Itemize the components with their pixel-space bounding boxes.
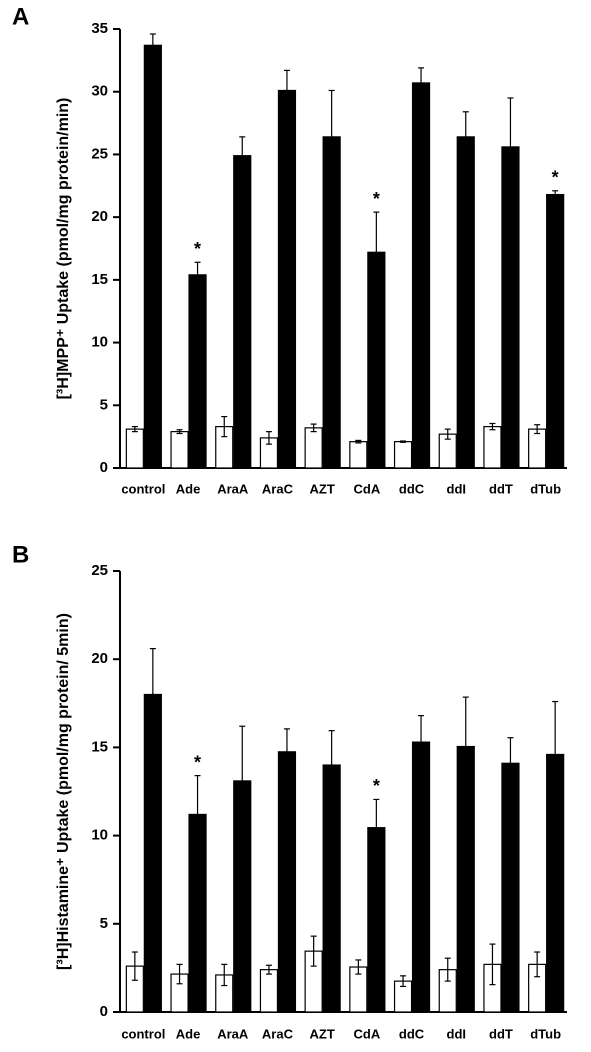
- x-tick-label: AraC: [262, 1026, 294, 1041]
- significance-marker: *: [552, 168, 559, 188]
- x-tick-label: CdA: [353, 1026, 380, 1041]
- bar: [393, 441, 413, 469]
- x-tick-label: control: [121, 481, 165, 496]
- x-tick-label: AZT: [310, 481, 335, 496]
- significance-marker: *: [373, 189, 380, 209]
- bar: [501, 762, 520, 1013]
- bar: [411, 741, 431, 1013]
- bar: [411, 82, 431, 469]
- bar: [501, 146, 520, 469]
- x-tick-label: ddT: [489, 1026, 513, 1041]
- bar: [143, 44, 162, 469]
- x-tick-label: Ade: [176, 481, 201, 496]
- y-tick-label: 0: [100, 459, 108, 476]
- bar: [528, 428, 547, 469]
- y-tick-label: 20: [91, 208, 108, 225]
- bar: [259, 969, 279, 1013]
- y-tick-label: 15: [91, 738, 108, 755]
- y-tick-label: 20: [91, 650, 108, 667]
- y-tick-label: 15: [91, 271, 108, 288]
- x-tick-label: CdA: [353, 481, 380, 496]
- bar: [349, 441, 368, 469]
- significance-marker: *: [373, 776, 380, 796]
- y-tick-label: 35: [91, 20, 108, 37]
- x-tick-label: dTub: [530, 481, 561, 496]
- bar: [322, 764, 341, 1013]
- y-axis-label: [³H]Histamine⁺ Uptake (pmol/mg protein/ …: [55, 613, 72, 970]
- bar: [367, 827, 386, 1013]
- bar: [456, 745, 475, 1013]
- x-tick-label: AraC: [262, 481, 294, 496]
- bar: [277, 751, 297, 1013]
- y-axis-label: [³H]MPP⁺ Uptake (pmol/mg protein/min): [55, 98, 72, 400]
- bar: [304, 427, 323, 469]
- bar: [367, 251, 386, 469]
- y-tick-label: 10: [91, 827, 108, 844]
- x-tick-label: control: [121, 1026, 165, 1041]
- y-tick-label: 5: [100, 396, 108, 413]
- x-tick-label: ddT: [489, 481, 513, 496]
- significance-marker: *: [194, 752, 201, 772]
- x-tick-label: AraA: [217, 1026, 249, 1041]
- x-tick-label: Ade: [176, 1026, 201, 1041]
- bar: [143, 693, 162, 1013]
- bar: [456, 136, 475, 469]
- bar: [546, 193, 565, 469]
- x-tick-label: dTub: [530, 1026, 561, 1041]
- x-tick-label: ddC: [399, 481, 425, 496]
- bar: [322, 136, 341, 469]
- y-tick-label: 25: [91, 562, 108, 579]
- bar: [233, 780, 252, 1013]
- panel-label: B: [12, 541, 29, 568]
- bar: [188, 274, 207, 469]
- bar: [233, 155, 252, 469]
- bar: [483, 426, 502, 469]
- x-tick-label: AZT: [310, 1026, 335, 1041]
- bar: [188, 813, 207, 1013]
- x-tick-label: ddI: [447, 481, 467, 496]
- x-tick-label: AraA: [217, 481, 249, 496]
- x-tick-label: ddC: [399, 1026, 425, 1041]
- y-tick-label: 0: [100, 1003, 108, 1020]
- y-tick-label: 30: [91, 83, 108, 100]
- bar: [277, 89, 297, 469]
- bar: [546, 753, 565, 1013]
- bar: [125, 428, 144, 469]
- panel-label: A: [12, 3, 29, 30]
- y-tick-label: 5: [100, 915, 108, 932]
- x-tick-label: ddI: [447, 1026, 467, 1041]
- y-tick-label: 25: [91, 145, 108, 162]
- significance-marker: *: [194, 239, 201, 259]
- y-tick-label: 10: [91, 334, 108, 351]
- bar: [170, 431, 189, 469]
